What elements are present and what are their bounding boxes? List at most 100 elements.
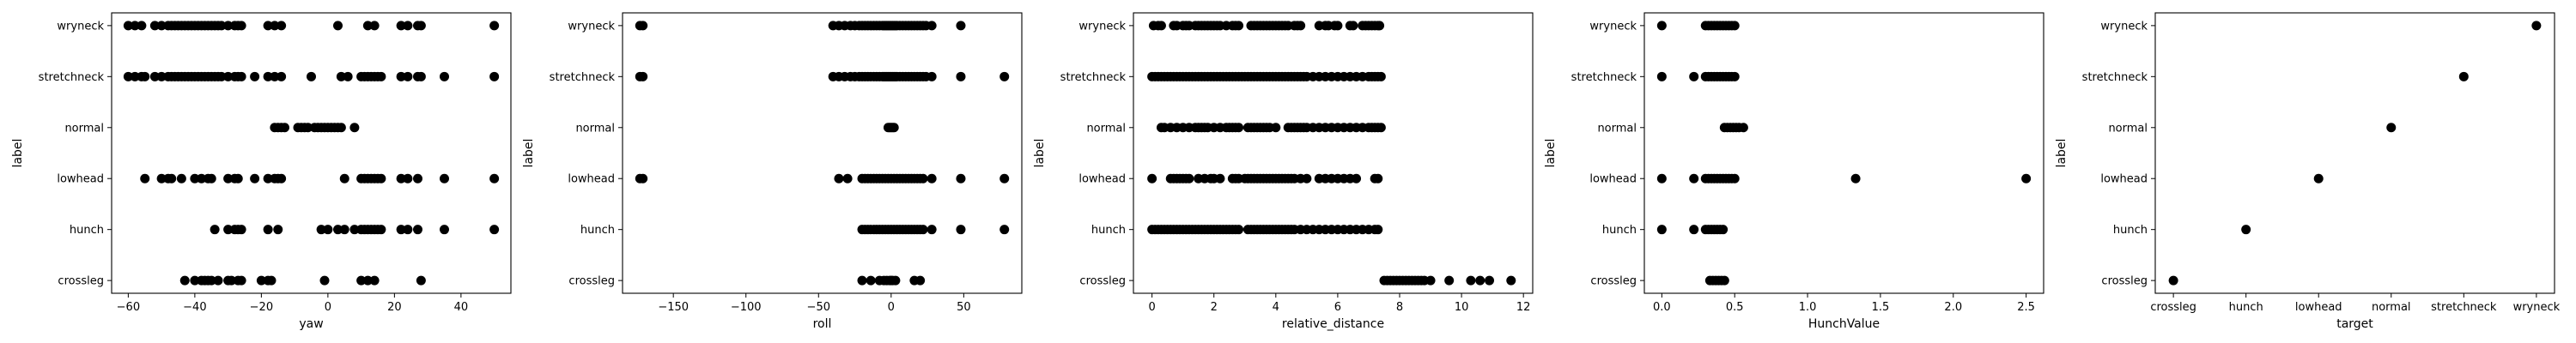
- y-tick-label: stretchneck: [550, 71, 616, 84]
- data-point-lowhead: [1302, 173, 1312, 184]
- x-tick-label: lowhead: [2295, 301, 2342, 314]
- x-tick-label: 2: [1211, 301, 1218, 314]
- y-tick-label: stretchneck: [39, 71, 105, 84]
- data-point-lowhead: [1373, 173, 1383, 184]
- data-point-hunch: [316, 225, 326, 235]
- x-axis-label: yaw: [299, 317, 323, 331]
- data-point-stretchneck: [376, 71, 386, 81]
- subplot-HunchValue: crossleg hunch lowhead normal stretchneck wry…: [1544, 12, 2044, 331]
- x-tick-label: −100: [731, 301, 762, 314]
- data-point-lowhead: [1352, 173, 1362, 184]
- data-point-lowhead: [956, 173, 966, 184]
- data-point-wryneck: [362, 21, 373, 31]
- x-tick-label: 0.5: [1726, 301, 1744, 314]
- y-tick-label: hunch: [580, 224, 615, 237]
- data-point-wryneck: [403, 21, 413, 31]
- data-point-crossleg: [179, 275, 190, 286]
- y-tick-label: stretchneck: [2082, 71, 2148, 84]
- x-tick-label: wryneck: [2513, 301, 2561, 314]
- y-tick-label: wryneck: [57, 20, 104, 33]
- y-tick-label: hunch: [1602, 224, 1637, 237]
- x-tick-label: 0: [325, 301, 331, 314]
- data-point-lowhead: [1689, 173, 1699, 184]
- data-point-stretchneck: [1656, 71, 1667, 81]
- data-point-lowhead: [1729, 173, 1740, 184]
- data-point-lowhead: [1184, 173, 1194, 184]
- data-point-stretchneck: [416, 71, 426, 81]
- axes-frame: [111, 12, 512, 294]
- data-point-lowhead: [263, 173, 273, 184]
- data-point-stretchneck: [638, 71, 648, 81]
- data-point-lowhead: [999, 173, 1010, 184]
- y-tick-label: stretchneck: [1060, 71, 1127, 84]
- data-point-lowhead: [176, 173, 186, 184]
- data-point-crossleg: [890, 275, 901, 286]
- x-tick-label: 6: [1334, 301, 1341, 314]
- y-tick-label: normal: [64, 122, 104, 135]
- data-point-lowhead: [197, 173, 207, 184]
- data-point-crossleg: [227, 275, 236, 286]
- data-point-wryneck: [416, 21, 426, 31]
- data-point-lowhead: [396, 173, 406, 184]
- data-point-crossleg: [1719, 275, 1729, 286]
- axes-frame: [1133, 12, 1534, 294]
- data-point-wryneck: [927, 21, 937, 31]
- data-point-stretchneck: [250, 71, 260, 81]
- data-point-crossleg: [416, 275, 426, 286]
- data-point-crossleg: [857, 275, 867, 286]
- data-point-lowhead: [489, 173, 500, 184]
- y-tick-label: normal: [1086, 122, 1126, 135]
- data-point-crossleg: [1475, 275, 1485, 286]
- y-tick-label: hunch: [2113, 224, 2148, 237]
- data-point-wryneck: [1375, 21, 1385, 31]
- data-point-hunch: [263, 225, 273, 235]
- data-point-crossleg: [266, 275, 276, 286]
- data-point-lowhead: [1656, 173, 1667, 184]
- x-tick-label: 1.5: [1872, 301, 1890, 314]
- y-tick-label: stretchneck: [1571, 71, 1637, 84]
- x-tick-label: 2.5: [2017, 301, 2035, 314]
- data-point-stretchneck: [307, 71, 316, 81]
- data-point-lowhead: [376, 173, 386, 184]
- data-point-wryneck: [1234, 21, 1244, 31]
- data-point-hunch: [210, 225, 220, 235]
- x-tick-label: −20: [250, 301, 273, 314]
- data-point-crossleg: [866, 275, 876, 286]
- y-tick-label: lowhead: [1589, 173, 1637, 186]
- data-point-hunch: [1373, 225, 1383, 235]
- y-tick-label: normal: [1597, 122, 1637, 135]
- data-point-stretchneck: [336, 71, 346, 81]
- data-point-stretchneck: [396, 71, 406, 81]
- y-tick-label: normal: [2108, 122, 2148, 135]
- data-point-wryneck: [137, 21, 147, 31]
- data-point-lowhead: [842, 173, 853, 184]
- data-point-crossleg: [1425, 275, 1436, 286]
- data-point-hunch: [918, 225, 928, 235]
- data-point-wryneck: [223, 21, 234, 31]
- x-tick-label: 0.0: [1653, 301, 1671, 314]
- y-tick-label: wryneck: [1589, 20, 1637, 33]
- data-point-lowhead: [206, 173, 216, 184]
- data-point-lowhead: [339, 173, 349, 184]
- x-tick-label: −50: [807, 301, 830, 314]
- data-point-hunch: [2241, 225, 2251, 235]
- data-point-hunch: [927, 225, 937, 235]
- data-point-wryneck: [123, 21, 133, 31]
- data-point-crossleg: [362, 275, 373, 286]
- data-point-lowhead: [918, 173, 928, 184]
- y-tick-label: hunch: [1091, 224, 1126, 237]
- y-tick-label: hunch: [70, 224, 104, 237]
- data-point-stretchneck: [440, 71, 449, 81]
- data-point-hunch: [223, 225, 234, 235]
- axes-frame: [2154, 12, 2555, 294]
- data-point-wryneck: [638, 21, 648, 31]
- data-point-stretchneck: [130, 71, 140, 81]
- data-point-lowhead: [2313, 173, 2324, 184]
- data-point-hunch: [1234, 225, 1244, 235]
- y-axis-label: label: [1033, 139, 1047, 168]
- data-point-wryneck: [1333, 21, 1343, 31]
- data-point-hunch: [489, 225, 500, 235]
- data-point-stretchneck: [343, 71, 353, 81]
- data-point-wryneck: [956, 21, 966, 31]
- data-point-wryneck: [1348, 21, 1358, 31]
